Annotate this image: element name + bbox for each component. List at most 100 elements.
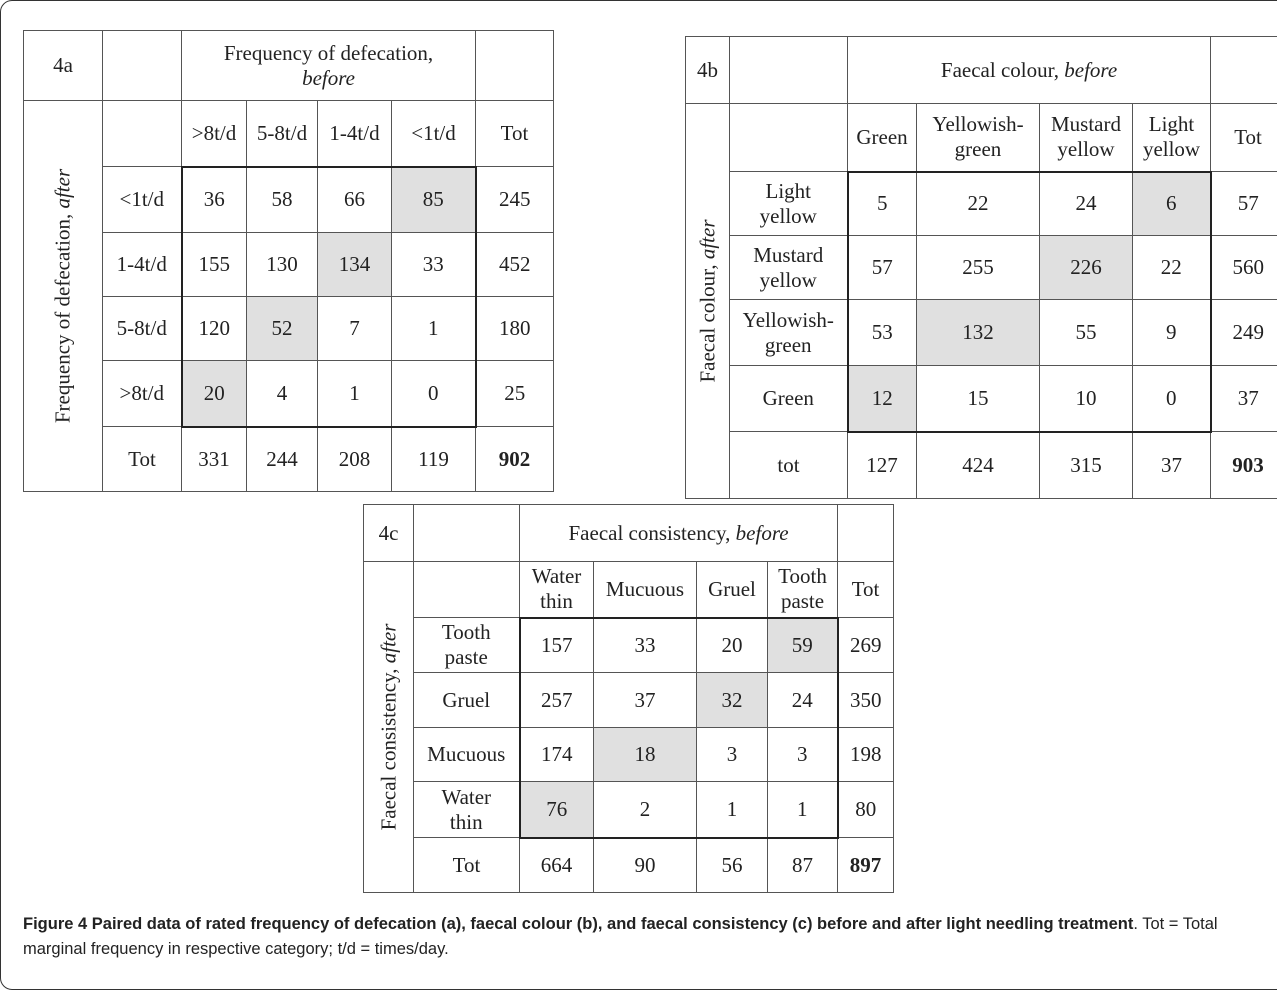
diagonal-cell: 18 <box>593 727 697 782</box>
cell: 120 <box>180 296 247 361</box>
cell: 22 <box>1131 235 1212 300</box>
col-label: >8t/d <box>181 100 247 167</box>
cell: 36 <box>180 165 247 233</box>
col-total: 90 <box>593 837 697 893</box>
col-total: 208 <box>317 426 392 492</box>
cell: 0 <box>1131 365 1212 433</box>
diagonal-cell: 85 <box>390 165 477 233</box>
col-total: 56 <box>696 837 768 893</box>
cell: 66 <box>317 165 392 233</box>
cell: 1 <box>696 781 768 839</box>
row-total: 80 <box>837 781 895 838</box>
row-label: Tooth paste <box>413 617 520 673</box>
row-label: Gruel <box>413 672 520 728</box>
tot-label: tot <box>729 431 848 499</box>
col-label: Tooth paste <box>766 561 839 618</box>
row-label: Mustard yellow <box>729 235 848 300</box>
table-4a-frequency-of-defecation: 4a Frequency of defecation, before Freque… <box>23 30 555 492</box>
diagonal-cell: 226 <box>1039 235 1133 300</box>
tot-label: Tot <box>102 426 182 492</box>
tot-label: Tot <box>413 837 520 893</box>
table-4c-col-header: Faecal consistency, before <box>518 504 839 562</box>
col-label: Light yellow <box>1131 103 1212 172</box>
cell: 3 <box>696 727 768 782</box>
diagonal-cell: 59 <box>766 616 839 673</box>
cell: 3 <box>766 727 839 782</box>
empty-cell <box>729 103 848 172</box>
cell: 24 <box>1039 170 1133 236</box>
row-label: >8t/d <box>102 360 182 427</box>
corner-cell <box>413 504 520 562</box>
row-total: 198 <box>837 727 895 782</box>
table-4a-id: 4a <box>23 30 103 101</box>
row-total: 180 <box>475 296 555 361</box>
grand-total: 902 <box>475 426 555 492</box>
table-4c-faecal-consistency: 4c Faecal consistency, before Faecal con… <box>363 504 895 893</box>
diagonal-cell: 134 <box>317 232 392 297</box>
cell: 15 <box>916 365 1040 433</box>
row-label: Water thin <box>413 781 520 838</box>
cell: 2 <box>593 781 697 839</box>
cell: 155 <box>180 232 247 297</box>
empty-cell <box>1210 36 1277 104</box>
cell: 5 <box>846 170 917 236</box>
row-total: 350 <box>837 672 895 728</box>
corner-cell <box>729 36 848 104</box>
row-label: <1t/d <box>102 166 182 233</box>
table-4a-col-header: Frequency of defecation, before <box>180 30 477 101</box>
row-total: 57 <box>1210 171 1277 236</box>
cell: 1 <box>766 781 839 839</box>
diagonal-cell: 32 <box>696 672 768 728</box>
cell: 58 <box>246 165 318 233</box>
caption-title: Figure 4 Paired data of rated frequency … <box>23 915 1134 933</box>
table-4b-faecal-colour: 4b Faecal colour, before Faecal colour, … <box>685 36 1277 499</box>
diagonal-cell: 12 <box>846 365 917 433</box>
cell: 22 <box>916 170 1040 236</box>
col-total: 37 <box>1131 431 1212 499</box>
col-label: 5-8t/d <box>246 100 318 167</box>
cell: 1 <box>317 360 392 428</box>
grand-total: 903 <box>1210 431 1277 499</box>
col-label: Mucuous <box>593 561 697 618</box>
figure-caption: Figure 4 Paired data of rated frequency … <box>23 912 1277 962</box>
col-label: 1-4t/d <box>317 100 392 167</box>
table-4c-id: 4c <box>363 504 414 562</box>
row-label: 1-4t/d <box>102 232 182 297</box>
cell: 9 <box>1131 299 1212 366</box>
col-label: Gruel <box>696 561 768 618</box>
cell: 174 <box>518 727 594 782</box>
diagonal-cell: 76 <box>518 781 594 839</box>
cell: 157 <box>518 616 594 673</box>
table-4b-row-header: Faecal colour, after <box>685 103 730 499</box>
cell: 257 <box>518 672 594 728</box>
diagonal-cell: 20 <box>180 360 247 428</box>
col-label: Mustard yellow <box>1039 103 1133 172</box>
row-total: 25 <box>475 360 555 427</box>
row-total: 560 <box>1210 235 1277 300</box>
col-label: Green <box>847 103 917 172</box>
cell: 33 <box>593 616 697 673</box>
empty-cell <box>102 100 182 167</box>
col-total: 87 <box>766 837 839 893</box>
cell: 33 <box>390 232 477 297</box>
diagonal-cell: 52 <box>246 296 318 361</box>
cell: 4 <box>246 360 318 428</box>
tot-label: Tot <box>475 100 555 167</box>
row-label: Mucuous <box>413 727 520 782</box>
cell: 20 <box>696 616 768 673</box>
cell: 7 <box>317 296 392 361</box>
row-label: Light yellow <box>729 171 848 236</box>
col-total: 315 <box>1039 431 1133 499</box>
cell: 57 <box>846 235 917 300</box>
col-total: 244 <box>246 426 318 492</box>
table-4b-id: 4b <box>685 36 730 104</box>
cell: 255 <box>916 235 1040 300</box>
empty-cell <box>475 30 555 101</box>
tot-label: Tot <box>837 561 895 618</box>
cell: 1 <box>390 296 477 361</box>
table-4c-row-header: Faecal consistency, after <box>363 561 414 893</box>
cell: 37 <box>593 672 697 728</box>
row-label: Green <box>729 365 848 432</box>
col-total: 664 <box>519 837 594 893</box>
row-total: 452 <box>475 232 555 297</box>
